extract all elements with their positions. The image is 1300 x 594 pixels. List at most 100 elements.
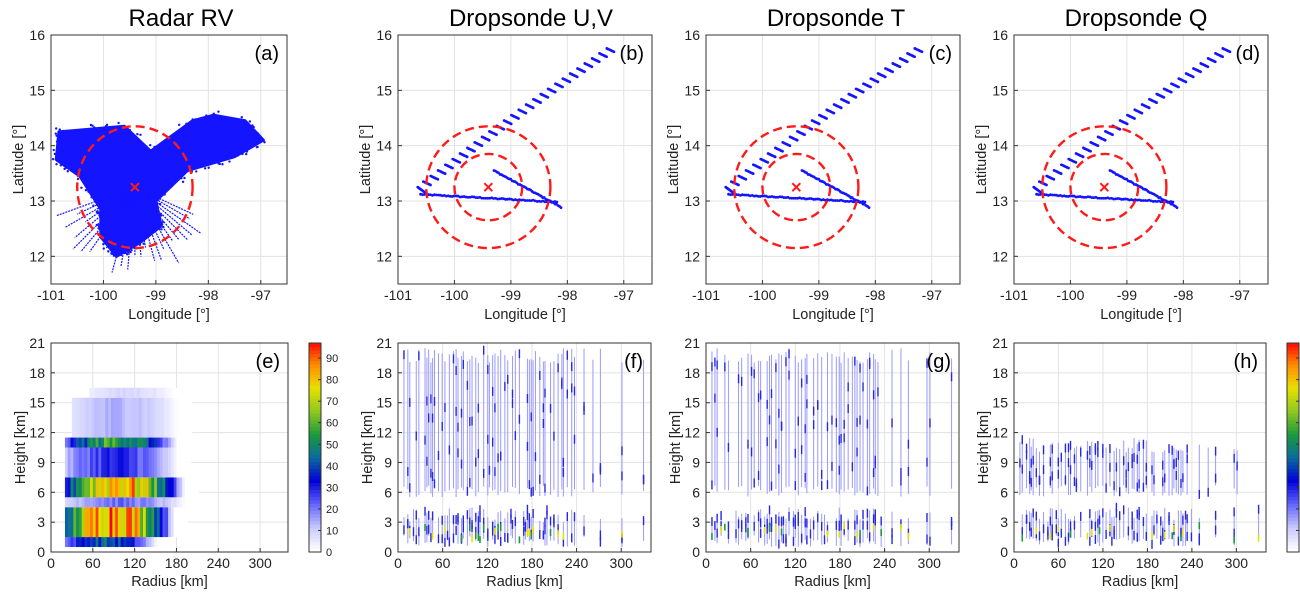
y-axis-label: Latitude [°]	[974, 125, 990, 194]
colorbar-swatch	[1287, 450, 1299, 456]
radar-point	[217, 110, 220, 113]
heatmap-cell	[122, 397, 126, 438]
dropsonde-point	[891, 70, 894, 74]
panel-label: (h)	[1234, 351, 1258, 373]
heatmap-cell	[158, 397, 162, 438]
dropsonde-point	[854, 95, 858, 99]
dropsonde-point	[575, 75, 579, 79]
panel-label: (e)	[256, 351, 280, 373]
heatmap-cell	[179, 477, 183, 498]
dropsonde-point	[773, 155, 777, 159]
heatmap-cell	[187, 437, 191, 448]
colorbar-swatch	[309, 437, 321, 442]
heatmap-cell	[70, 437, 74, 448]
y-tick-label: 0	[384, 544, 392, 560]
heatmap-cell	[92, 387, 96, 398]
heatmap-cell	[166, 397, 170, 438]
colorbar-swatch	[1287, 395, 1299, 400]
colorbar-swatch	[309, 343, 321, 348]
colorbar-swatch	[1287, 541, 1299, 546]
heatmap-cell	[140, 497, 144, 508]
radar-ray	[120, 187, 136, 267]
radar-point	[98, 213, 101, 217]
heatmap-cell	[106, 437, 111, 448]
heatmap-cell	[125, 387, 129, 398]
y-tick-label: 3	[384, 514, 392, 530]
colorbar-swatch	[1287, 475, 1299, 480]
radar-point	[240, 116, 243, 119]
radar-point	[102, 243, 105, 246]
heatmap-cell	[129, 437, 133, 448]
colorbar-tick-label: 80	[326, 375, 338, 387]
heatmap-cell	[154, 507, 158, 538]
heatmap-cell	[133, 397, 137, 438]
heatmap-cell	[64, 437, 69, 448]
dropsonde-point	[803, 133, 806, 137]
radar-point	[201, 117, 204, 121]
y-axis-label: Latitude [°]	[666, 125, 682, 194]
plot-marks-f	[403, 345, 645, 547]
heatmap-cell	[84, 477, 88, 498]
radar-point	[133, 134, 136, 138]
heatmap-cell	[182, 477, 186, 498]
colorbar-tick-label: 40	[326, 461, 338, 473]
heatmap-cell	[103, 387, 107, 398]
radar-point	[108, 243, 111, 246]
radar-point	[88, 128, 92, 132]
radar-point	[128, 128, 131, 132]
colorbar-swatch	[1287, 374, 1299, 379]
radar-point	[83, 179, 86, 182]
heatmap-cell	[126, 477, 130, 498]
plot-marks-a	[51, 110, 266, 273]
heatmap-cell	[154, 437, 158, 448]
x-tick-label: -100	[748, 287, 776, 303]
x-tick-label: -101	[692, 287, 720, 303]
heatmap-cell	[83, 397, 87, 438]
colorbar-swatch	[309, 356, 321, 362]
y-tick-label: 6	[692, 484, 700, 500]
radar-point	[181, 180, 185, 184]
radar-point	[203, 167, 207, 170]
heatmap-cell	[123, 507, 127, 538]
heatmap-cell	[67, 537, 72, 548]
radar-point	[88, 190, 92, 193]
colorbar-swatch	[1287, 405, 1299, 410]
radar-point	[252, 133, 256, 136]
colorbar-swatch	[309, 461, 321, 466]
y-tick-label: 0	[692, 544, 700, 560]
dropsonde-point	[496, 197, 500, 201]
colorbar-swatch	[1287, 444, 1299, 449]
radius-circle	[453, 152, 524, 222]
heatmap-cell	[101, 537, 105, 548]
heatmap-cell	[117, 387, 121, 398]
plot-area	[398, 343, 651, 552]
dropsonde-point	[1068, 194, 1072, 198]
heatmap-cell	[154, 537, 158, 548]
radar-point	[54, 127, 58, 130]
heatmap-cell	[162, 507, 166, 538]
y-axis-label: Height [km]	[13, 411, 29, 484]
dropsonde-point	[1111, 133, 1114, 137]
dropsonde-point	[480, 144, 484, 148]
heatmap-cell	[92, 507, 97, 538]
radar-ray	[134, 186, 163, 261]
dropsonde-point	[1074, 161, 1078, 164]
heatmap-cell	[147, 397, 151, 438]
colorbar-swatch	[309, 496, 321, 501]
heatmap-cell	[78, 507, 83, 538]
colorbar-swatch	[1287, 538, 1299, 543]
y-tick-label: 9	[692, 454, 700, 470]
heatmap-cell	[120, 387, 124, 398]
colorbar-swatch	[1287, 353, 1299, 358]
dropsonde-point	[486, 196, 490, 200]
radar-point	[150, 151, 153, 154]
radar-point	[89, 123, 93, 127]
colorbar-swatch	[309, 545, 321, 550]
heatmap-cell	[143, 537, 147, 548]
radius-circle	[1069, 152, 1140, 222]
heatmap-cell	[95, 497, 99, 508]
x-axis-label: Radius [km]	[1102, 574, 1179, 590]
heatmap-cell	[140, 447, 144, 478]
heatmap-cell	[81, 537, 85, 548]
heatmap-cell	[163, 397, 168, 438]
